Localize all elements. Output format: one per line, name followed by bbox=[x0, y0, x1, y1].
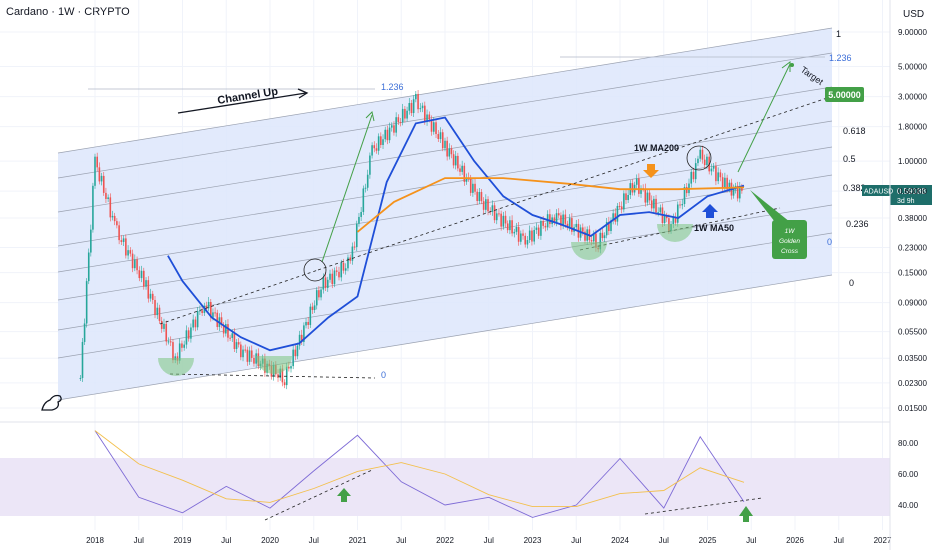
golden-cross-pointer bbox=[750, 190, 790, 222]
chart-title: Cardano · 1W · CRYPTO bbox=[6, 6, 130, 18]
cross-circle-2024 bbox=[686, 145, 712, 171]
time-tick: 2025 bbox=[699, 536, 717, 545]
time-tick: 2022 bbox=[436, 536, 454, 545]
target-point bbox=[790, 63, 794, 67]
level-05: 0.5 bbox=[843, 154, 856, 164]
level-0-mid: 0 bbox=[827, 237, 832, 247]
price-tick: 9.00000 bbox=[898, 28, 927, 37]
candles bbox=[79, 89, 743, 390]
time-tick: 2021 bbox=[349, 536, 367, 545]
channel-level-labels: 1 1.236 0.618 0.5 0.382 0.236 0 1.236 0 … bbox=[381, 29, 869, 380]
level-0236: 0.236 bbox=[846, 219, 869, 229]
time-tick: Jul bbox=[834, 536, 844, 545]
price-tag-symbol: ADAUSD bbox=[864, 189, 893, 196]
price-tick: 5.00000 bbox=[898, 63, 927, 72]
current-price-tag: ADAUSD 0.59188 3d 9h bbox=[862, 185, 932, 205]
golden-cross-line-3: Cross bbox=[781, 248, 799, 255]
time-tick: 2019 bbox=[174, 536, 192, 545]
level-1: 1 bbox=[836, 29, 841, 39]
tradingview-logo-icon bbox=[41, 394, 62, 411]
ma50-label: 1W MA50 bbox=[694, 223, 734, 233]
golden-cross-line-2: Golden bbox=[779, 238, 800, 245]
rsi-axis[interactable]: 80.00 60.00 40.00 bbox=[898, 439, 919, 510]
time-tick: Jul bbox=[309, 536, 319, 545]
level-0-left: 0 bbox=[381, 370, 386, 380]
bottom-markers bbox=[158, 224, 693, 376]
price-tag-value: 0.59188 bbox=[897, 187, 926, 196]
ma50-line bbox=[167, 116, 745, 352]
time-tick: 2020 bbox=[261, 536, 279, 545]
price-tick: 0.09000 bbox=[898, 299, 927, 308]
time-tick: 2026 bbox=[786, 536, 804, 545]
level-0382: 0.382 bbox=[843, 183, 866, 193]
cross-circle-2020 bbox=[303, 258, 327, 282]
rsi-tick: 80.00 bbox=[898, 439, 919, 448]
ma200-line bbox=[356, 177, 745, 233]
price-tick: 0.01500 bbox=[898, 404, 927, 413]
price-tick: 3.00000 bbox=[898, 93, 927, 102]
time-tick: 2018 bbox=[86, 536, 104, 545]
channel-up-arrow bbox=[177, 88, 309, 114]
time-tick: Jul bbox=[221, 536, 231, 545]
time-tick: Jul bbox=[571, 536, 581, 545]
time-axis[interactable]: 2018 Jul 2019 Jul 2020 Jul 2021 Jul 2022 Jul 2023 J… bbox=[86, 536, 892, 545]
price-tag-countdown: 3d 9h bbox=[897, 198, 915, 205]
price-tick: 0.23000 bbox=[898, 244, 927, 253]
level-0618: 0.618 bbox=[843, 126, 866, 136]
green-projection-arrows bbox=[321, 61, 791, 263]
time-tick: Jul bbox=[659, 536, 669, 545]
currency-label: USD bbox=[903, 9, 925, 20]
rsi-band bbox=[0, 458, 890, 516]
price-tick: 0.60000 bbox=[898, 187, 927, 196]
price-tick: 0.38000 bbox=[898, 214, 927, 223]
ma200-label: 1W MA200 bbox=[634, 143, 679, 153]
golden-cross-line-1: 1W bbox=[785, 228, 796, 235]
price-tick: 0.15000 bbox=[898, 269, 927, 278]
price-axis[interactable]: 9.00000 5.00000 3.00000 1.80000 1.00000 0.600… bbox=[898, 28, 927, 413]
price-tick: 1.80000 bbox=[898, 123, 927, 132]
golden-cross-box bbox=[772, 220, 807, 259]
level-0-right: 0 bbox=[849, 278, 854, 288]
time-tick: 2027 bbox=[874, 536, 892, 545]
rsi-tick: 40.00 bbox=[898, 501, 919, 510]
time-tick: Jul bbox=[396, 536, 406, 545]
time-tick: Jul bbox=[746, 536, 756, 545]
rsi-ma-line bbox=[94, 430, 745, 508]
rsi-line bbox=[94, 430, 745, 518]
time-tick: 2024 bbox=[611, 536, 629, 545]
level-1236-right: 1.236 bbox=[829, 53, 852, 63]
time-tick: Jul bbox=[484, 536, 494, 545]
time-tick: 2023 bbox=[524, 536, 542, 545]
level-1236-mid: 1.236 bbox=[381, 82, 404, 92]
price-tick: 1.00000 bbox=[898, 157, 927, 166]
channel-lines bbox=[57, 27, 833, 401]
channel-fill bbox=[58, 28, 832, 400]
signal-arrows bbox=[337, 164, 753, 522]
target-price-box bbox=[825, 87, 864, 102]
price-tick: 0.03500 bbox=[898, 354, 927, 363]
target-price-value: 5.00000 bbox=[828, 90, 861, 100]
time-tick: Jul bbox=[134, 536, 144, 545]
price-tick: 0.05500 bbox=[898, 328, 927, 337]
price-tick: 0.02300 bbox=[898, 379, 927, 388]
rsi-tick: 60.00 bbox=[898, 470, 919, 479]
